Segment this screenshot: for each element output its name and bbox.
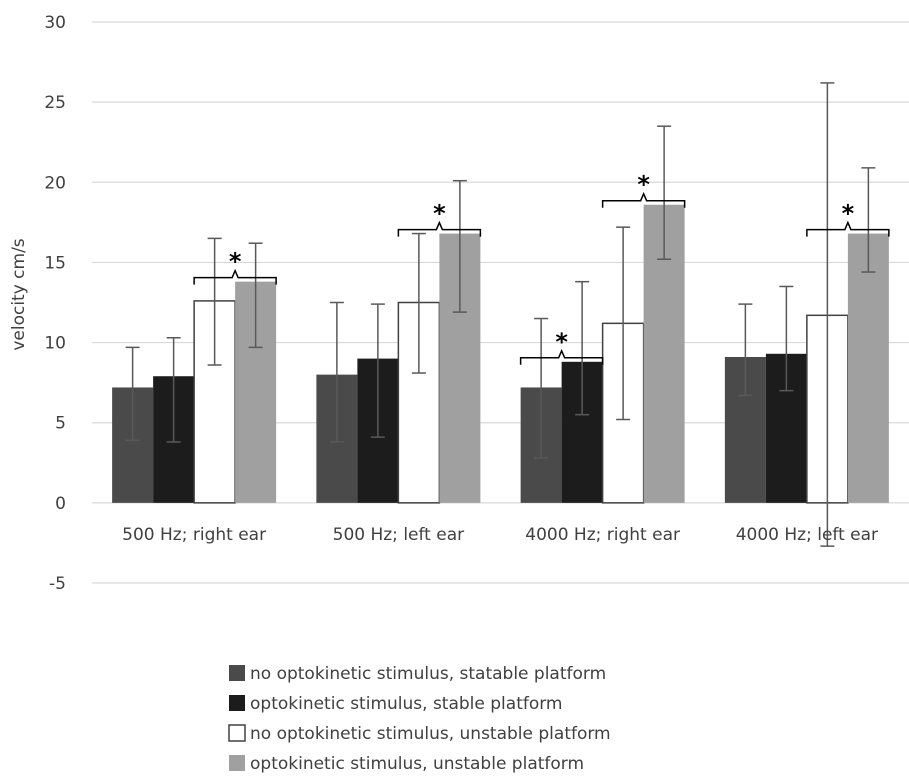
legend-swatch xyxy=(229,665,245,681)
bracket xyxy=(806,220,890,237)
y-tick-label: 20 xyxy=(44,173,66,193)
significance-star: * xyxy=(229,248,242,276)
y-tick-label: -5 xyxy=(49,574,66,594)
significance-brackets: * * * * * xyxy=(193,171,890,365)
legend-entry: no optokinetic stimulus, statable platfo… xyxy=(250,664,606,684)
y-tick-label: 15 xyxy=(44,253,66,273)
legend-swatch xyxy=(229,755,245,771)
legend-entry: no optokinetic stimulus, unstable platfo… xyxy=(250,724,611,744)
y-axis-ticks: -5 0 5 10 15 20 25 30 xyxy=(44,13,66,594)
y-axis-title: velocity cm/s xyxy=(9,238,29,350)
bracket xyxy=(519,348,604,365)
significance-star: * xyxy=(555,328,568,356)
y-tick-label: 30 xyxy=(44,13,66,33)
y-tick-label: 25 xyxy=(44,93,66,113)
category-label: 4000 Hz; right ear xyxy=(525,525,680,545)
legend-swatch xyxy=(228,724,246,742)
category-label: 4000 Hz; left ear xyxy=(736,525,878,545)
bracket xyxy=(601,191,686,208)
y-tick-label: 5 xyxy=(55,414,66,434)
category-label: 500 Hz; left ear xyxy=(333,525,465,545)
bar xyxy=(847,233,889,503)
significance-star: * xyxy=(842,200,855,228)
bracket xyxy=(193,268,277,285)
legend-entry: optokinetic stimulus, unstable platform xyxy=(250,754,584,774)
error-bars xyxy=(125,82,876,547)
significance-star: * xyxy=(433,200,446,228)
legend: no optokinetic stimulus, statable platfo… xyxy=(228,664,611,774)
y-tick-label: 0 xyxy=(55,494,66,514)
bracket xyxy=(397,220,482,237)
legend-swatch xyxy=(229,695,245,711)
category-labels: 500 Hz; right ear 500 Hz; left ear 4000 Hz… xyxy=(122,525,878,545)
y-tick-label: 10 xyxy=(44,334,66,354)
category-label: 500 Hz; right ear xyxy=(122,525,266,545)
legend-entry: optokinetic stimulus, stable platform xyxy=(250,694,563,714)
significance-star: * xyxy=(637,171,650,199)
